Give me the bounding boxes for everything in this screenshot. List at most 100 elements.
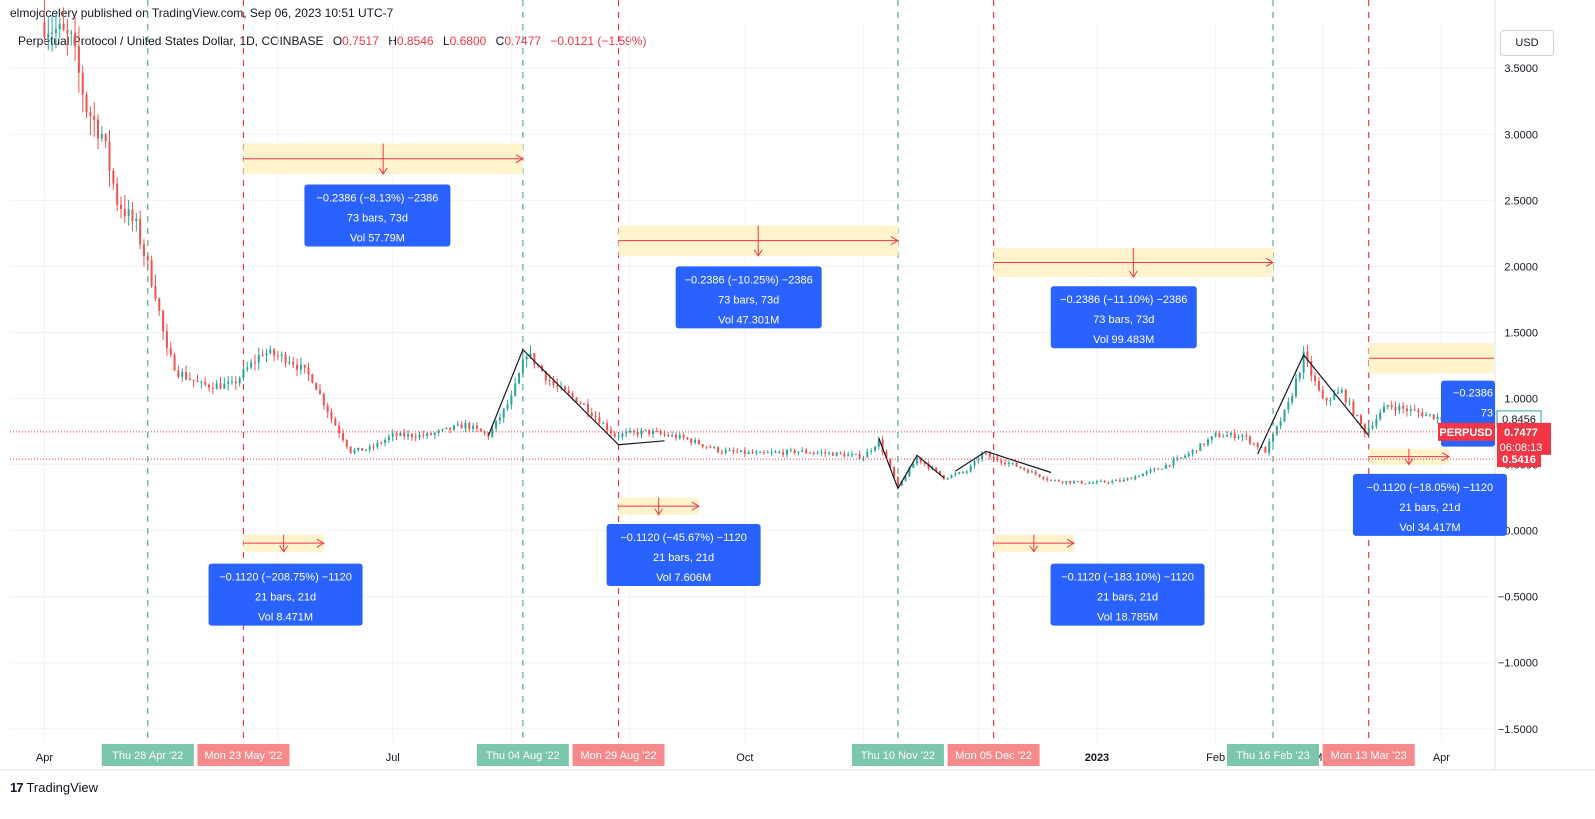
zigzag-line bbox=[878, 437, 945, 490]
candle-body bbox=[238, 377, 241, 384]
range-21d-down-arrow bbox=[1404, 458, 1414, 466]
candle-body bbox=[1329, 399, 1332, 401]
candle-body bbox=[1053, 480, 1056, 482]
range-73d-label-text: −0.2386 (−8.13%) −2386 bbox=[316, 192, 438, 204]
candle-body bbox=[1356, 415, 1359, 417]
candle-body bbox=[1118, 479, 1121, 482]
candle-body bbox=[1294, 378, 1297, 397]
candle-body bbox=[66, 29, 69, 34]
candle-body bbox=[1157, 468, 1160, 470]
y-tick-label: 1.5000 bbox=[1504, 327, 1538, 339]
candle-body bbox=[969, 465, 972, 472]
candle-body bbox=[785, 449, 788, 455]
currency-button[interactable]: USD bbox=[1500, 30, 1554, 56]
candle-body bbox=[935, 467, 938, 471]
candle-body bbox=[1352, 401, 1355, 416]
candle-body bbox=[169, 348, 172, 355]
candle-body bbox=[74, 32, 77, 47]
candle-body bbox=[1425, 414, 1428, 417]
range-21d-down-arrow bbox=[654, 508, 664, 516]
range-73d-label-text: 73 bars, 73d bbox=[1093, 314, 1154, 326]
candle-body bbox=[491, 428, 494, 437]
candle-body bbox=[47, 33, 50, 38]
candle-body bbox=[548, 380, 551, 382]
candle-body bbox=[196, 380, 199, 382]
candle-body bbox=[1218, 433, 1221, 438]
candle-body bbox=[223, 383, 226, 389]
candle-body bbox=[1210, 436, 1213, 440]
candle-body bbox=[552, 380, 555, 386]
candle-body bbox=[1245, 435, 1248, 437]
candle-body bbox=[1314, 375, 1317, 382]
candle-body bbox=[567, 390, 570, 394]
candle-body bbox=[766, 452, 769, 454]
candle-body bbox=[881, 439, 884, 452]
candle-body bbox=[452, 425, 455, 430]
candle-body bbox=[674, 435, 677, 439]
candle-body bbox=[1394, 407, 1397, 411]
candle-body bbox=[1069, 481, 1072, 483]
candle-body bbox=[1237, 436, 1240, 439]
candle-body bbox=[885, 451, 888, 459]
candle-body bbox=[1107, 482, 1110, 484]
candle-body bbox=[1172, 459, 1175, 466]
candle-body bbox=[1092, 482, 1095, 484]
candle-body bbox=[831, 452, 834, 456]
range-21d-down-arrow bbox=[1029, 545, 1039, 553]
candle-body bbox=[192, 379, 195, 381]
candle-body bbox=[1080, 480, 1083, 484]
candle-body bbox=[904, 476, 907, 481]
candle-body bbox=[690, 439, 693, 443]
countdown-text: 06:08:13 bbox=[1500, 442, 1543, 454]
candle-body bbox=[977, 459, 980, 461]
candle-body bbox=[142, 244, 145, 257]
candle-body bbox=[671, 435, 674, 437]
candle-body bbox=[273, 349, 276, 356]
date-tag-red bbox=[947, 744, 1040, 766]
candle-body bbox=[954, 473, 957, 476]
candle-body bbox=[131, 209, 134, 222]
publisher-line: elmojocelery published on TradingView.co… bbox=[10, 6, 394, 20]
candle-body bbox=[1436, 416, 1439, 420]
date-tag-text: Thu 16 Feb '23 bbox=[1236, 750, 1310, 762]
candle-body bbox=[1187, 453, 1190, 457]
partial-range-label-text: −0.2386 bbox=[1453, 388, 1493, 400]
date-tag-text: Thu 10 Nov '22 bbox=[861, 750, 935, 762]
candle-body bbox=[250, 362, 253, 368]
range-73d-label-box bbox=[675, 266, 822, 329]
candle-body bbox=[54, 29, 57, 33]
range-73d-arrow bbox=[1265, 258, 1275, 267]
candle-body bbox=[812, 453, 815, 455]
candle-body bbox=[682, 435, 685, 438]
candle-body bbox=[495, 420, 498, 429]
candle-body bbox=[299, 364, 302, 370]
candle-body bbox=[315, 382, 318, 391]
symbol-tag-box bbox=[1438, 422, 1495, 441]
date-tag-green bbox=[101, 744, 194, 766]
candle-body bbox=[70, 32, 73, 34]
price-tag-red-text: 0.5416 bbox=[1502, 454, 1536, 466]
candle-body bbox=[740, 450, 743, 453]
candle-body bbox=[1084, 483, 1087, 485]
range-21d-label-text: Vol 7.606M bbox=[656, 572, 711, 584]
candle-body bbox=[506, 404, 509, 409]
candle-body bbox=[1291, 396, 1294, 403]
candle-body bbox=[663, 433, 666, 435]
candle-body bbox=[1421, 412, 1424, 417]
candle-body bbox=[1153, 468, 1156, 470]
x-tick-label: Feb bbox=[1206, 752, 1225, 764]
tradingview-brand[interactable]: 17 TradingView bbox=[10, 780, 98, 795]
candle-body bbox=[1115, 479, 1118, 481]
candle-body bbox=[311, 374, 314, 383]
candle-body bbox=[701, 444, 704, 447]
symbol-legend[interactable]: Perpetual Protocol / United States Dolla… bbox=[18, 34, 646, 48]
candle-body bbox=[835, 452, 838, 456]
candle-body bbox=[227, 381, 230, 384]
candle-body bbox=[154, 285, 157, 299]
candle-body bbox=[1310, 361, 1313, 376]
candle-body bbox=[843, 453, 846, 457]
candle-body bbox=[330, 412, 333, 419]
range-21d-label-text: 21 bars, 21d bbox=[255, 592, 316, 604]
candle-body bbox=[230, 381, 233, 383]
